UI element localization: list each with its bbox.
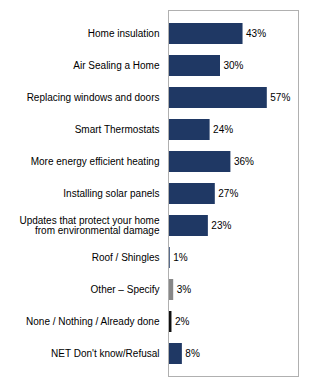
svg-text:8%: 8% [185,348,200,359]
svg-text:Smart Thermostats: Smart Thermostats [75,124,160,135]
svg-text:2%: 2% [175,316,190,327]
svg-text:Home insulation: Home insulation [88,28,160,39]
svg-text:More energy efficient heating: More energy efficient heating [31,156,160,167]
svg-text:Roof / Shingles: Roof / Shingles [92,252,160,263]
svg-text:3%: 3% [177,284,192,295]
svg-text:24%: 24% [213,124,233,135]
svg-text:Installing solar panels: Installing solar panels [63,188,159,199]
svg-text:36%: 36% [234,156,254,167]
svg-text:57%: 57% [270,92,290,103]
svg-text:27%: 27% [218,188,238,199]
svg-text:1%: 1% [173,252,188,263]
svg-text:Replacing windows and doors: Replacing windows and doors [27,92,160,103]
svg-text:30%: 30% [224,60,244,71]
svg-text:43%: 43% [246,28,266,39]
svg-text:Air Sealing a Home: Air Sealing a Home [73,60,160,71]
svg-text:Updates that protect your home: Updates that protect your homefrom envir… [19,215,160,236]
svg-text:23%: 23% [211,220,231,231]
svg-text:Other – Specify: Other – Specify [91,284,160,295]
svg-text:NET Don't know/Refusal: NET Don't know/Refusal [51,348,159,359]
svg-text:None / Nothing / Already done: None / Nothing / Already done [26,316,160,327]
